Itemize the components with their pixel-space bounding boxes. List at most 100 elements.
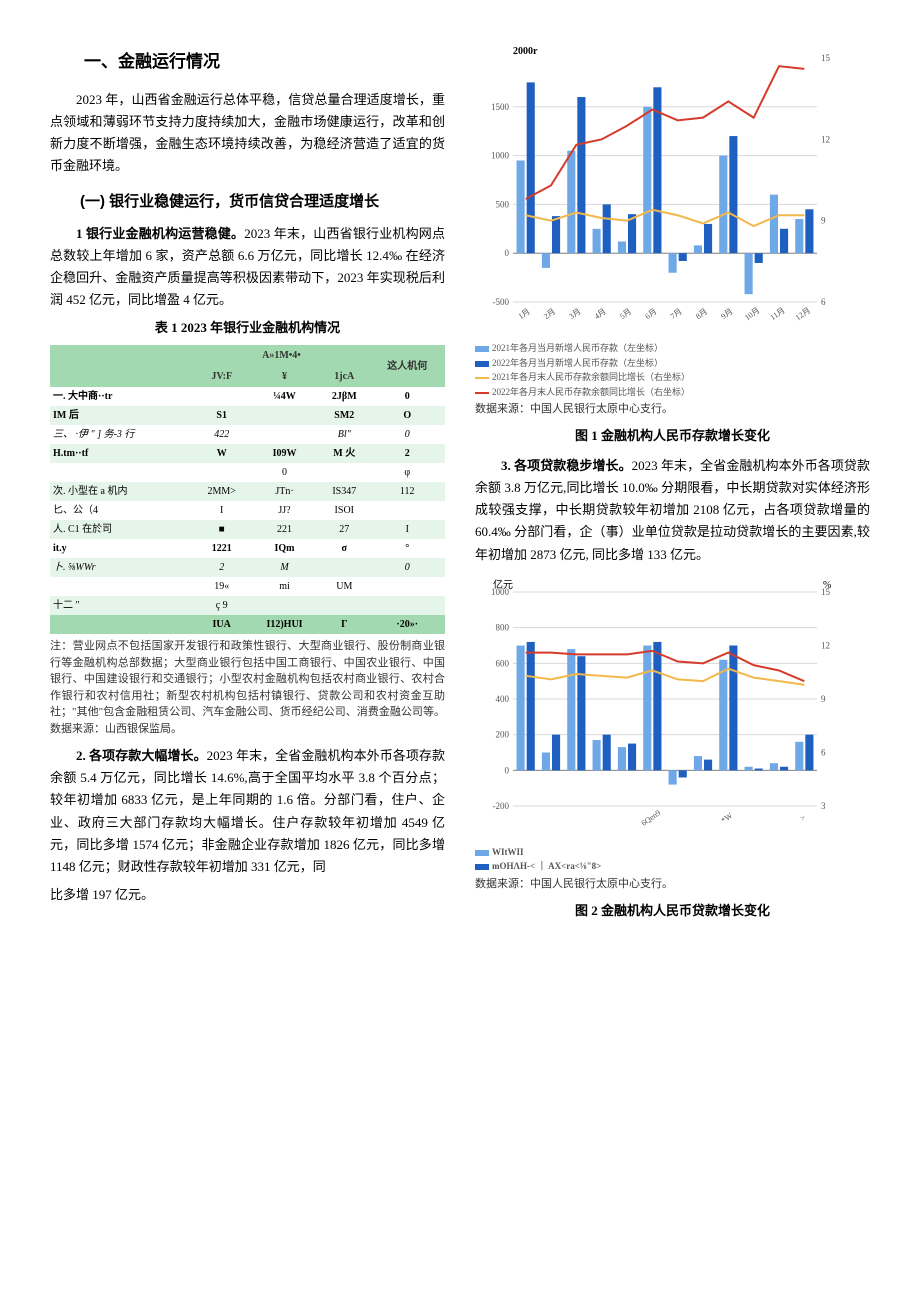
table-cell: 2JβM <box>319 387 369 406</box>
table-cell: σ <box>319 539 369 558</box>
chart-1-source: 数据来源：中国人民银行太原中心支行。 <box>475 400 870 419</box>
svg-text:400: 400 <box>496 694 510 704</box>
table-row: IM 后S1SM2O <box>50 406 445 425</box>
table-cell: Bl" <box>319 425 369 444</box>
svg-text:10月: 10月 <box>743 306 761 323</box>
table-cell: H.tm··tf <box>50 444 193 463</box>
svg-text:9月: 9月 <box>719 307 734 321</box>
svg-text:0: 0 <box>505 765 510 775</box>
table-cell: 19« <box>193 577 250 596</box>
table-row: 卜. ⅝WWr2M0 <box>50 558 445 577</box>
table-row: it.y1221IQmσ° <box>50 539 445 558</box>
svg-text:>: > <box>798 812 807 822</box>
svg-text:%: % <box>823 580 831 591</box>
svg-text:2月: 2月 <box>542 307 557 321</box>
svg-text:-500: -500 <box>493 297 510 307</box>
table-cell: ° <box>369 539 445 558</box>
table-cell: 2MM> <box>193 482 250 501</box>
table-cell <box>369 577 445 596</box>
legend-swatch <box>475 346 489 352</box>
table-cell: 一. 大中商··tr <box>50 387 193 406</box>
table-cell: IQm <box>250 539 319 558</box>
legend-item: 2022年各月末人民币存款余额同比增长（右坐标） <box>475 386 870 399</box>
legend-label: 2022年各月当月新增人民币存款（左坐标） <box>492 358 663 368</box>
svg-text:-200: -200 <box>493 801 510 811</box>
table-cell: 1221 <box>193 539 250 558</box>
legend-swatch <box>475 850 489 856</box>
table-cell: 2 <box>193 558 250 577</box>
para-2: 2. 各项存款大幅增长。2023 年末，全省金融机构本外币各项存款余额 5.4 … <box>50 745 445 878</box>
svg-text:600: 600 <box>496 658 510 668</box>
table-total-row: IUAI12)HUIΓ·20»· <box>50 615 445 634</box>
table-row: 一. 大中商··tr¼4W2JβM0 <box>50 387 445 406</box>
table-cell: M 火 <box>319 444 369 463</box>
table-row: 三、 ·伊 " ] 务-3 行422Bl"0 <box>50 425 445 444</box>
para-3-body: 2023 年末，全省金融机构本外币各项贷款余额 3.8 万亿元,同比增长 10.… <box>475 458 870 561</box>
svg-text:500: 500 <box>496 199 510 209</box>
svg-text:12月: 12月 <box>794 306 812 323</box>
legend-swatch <box>475 392 489 394</box>
chart-1-deposits: -5000500100015006912152000r1月2月3月4月5月6月7… <box>475 40 870 447</box>
svg-text:6月: 6月 <box>643 307 658 321</box>
chart-2-svg: -200020040060080010003691215亿元%6Qen9*W> <box>475 574 845 844</box>
table-cell: IUA <box>193 615 250 634</box>
svg-text:8月: 8月 <box>694 307 709 321</box>
table-row: 人. C1 在於司■22127I <box>50 520 445 539</box>
table-cell <box>369 501 445 520</box>
svg-text:*W: *W <box>720 810 735 824</box>
table-cell: I <box>369 520 445 539</box>
legend-swatch <box>475 864 489 870</box>
table-cell <box>250 596 319 615</box>
svg-text:9: 9 <box>821 694 826 704</box>
table-cell: 0 <box>250 463 319 482</box>
table-cell: I <box>193 501 250 520</box>
table-cell: 0 <box>369 387 445 406</box>
svg-text:12: 12 <box>821 134 830 144</box>
svg-text:11月: 11月 <box>769 306 787 322</box>
svg-text:6Qen9: 6Qen9 <box>640 808 663 828</box>
chart-2-legend: WItWIImOHΛH-< ｜ AX<ra<⅛"8> <box>475 846 870 873</box>
subsection-heading: (一) 银行业稳健运行，货币信贷合理适度增长 <box>50 189 445 215</box>
svg-text:亿元: 亿元 <box>493 578 513 591</box>
table-cell <box>319 596 369 615</box>
table-banking-institutions: A»1M•4• 这人机何 JV:F ¥ 1jcA 一. 大中商··tr¼4W2J… <box>50 345 445 634</box>
th-blank <box>50 345 193 366</box>
table-row: H.tm··tfWI09WM 火2 <box>50 444 445 463</box>
table-cell <box>369 596 445 615</box>
chart-1-legend: 2021年各月当月新增人民币存款（左坐标） 2022年各月当月新增人民币存款（左坐… <box>475 342 870 398</box>
table-cell: 27 <box>319 520 369 539</box>
table-cell: 人. C1 在於司 <box>50 520 193 539</box>
legend-label: 2021年各月末人民币存款余额同比增长（右坐标） <box>492 372 690 382</box>
table-cell <box>319 463 369 482</box>
table-cell: ç 9 <box>193 596 250 615</box>
para-2-body: 2023 年末，全省金融机构本外币各项存款余额 5.4 万亿元，同比增长 14.… <box>50 748 445 873</box>
para-1-lead: 1 银行业金融机构运营稳健。 <box>76 226 244 241</box>
svg-text:7月: 7月 <box>669 307 684 321</box>
legend-label: 2021年各月当月新增人民币存款（左坐标） <box>492 343 663 353</box>
table-cell: UM <box>319 577 369 596</box>
table-cell <box>50 463 193 482</box>
chart-2-caption: 图 2 金融机构人民币贷款增长变化 <box>475 900 870 922</box>
chart-2-source: 数据来源：中国人民银行太原中心支行。 <box>475 875 870 894</box>
table-caption: 表 1 2023 年银行业金融机构情况 <box>50 317 445 339</box>
table-cell: JJ? <box>250 501 319 520</box>
svg-text:5月: 5月 <box>618 307 633 321</box>
legend-label: WItWII <box>492 847 524 857</box>
legend-label: 2022年各月末人民币存款余额同比增长（右坐标） <box>492 387 690 397</box>
table-cell: ·20»· <box>369 615 445 634</box>
legend-item: WItWII <box>475 846 870 859</box>
table-cell: I12)HUI <box>250 615 319 634</box>
table-cell: SM2 <box>319 406 369 425</box>
table-cell: 十二 " <box>50 596 193 615</box>
table-cell: 0 <box>369 558 445 577</box>
table-cell: φ <box>369 463 445 482</box>
chart-1-caption: 图 1 金融机构人民币存款增长变化 <box>475 425 870 447</box>
svg-text:200: 200 <box>496 729 510 739</box>
table-cell: IM 后 <box>50 406 193 425</box>
svg-text:6: 6 <box>821 297 826 307</box>
svg-text:4月: 4月 <box>593 307 608 321</box>
table-cell: 次. 小型在 a 机内 <box>50 482 193 501</box>
table-cell: Γ <box>319 615 369 634</box>
table-cell: I09W <box>250 444 319 463</box>
table-cell: 221 <box>250 520 319 539</box>
